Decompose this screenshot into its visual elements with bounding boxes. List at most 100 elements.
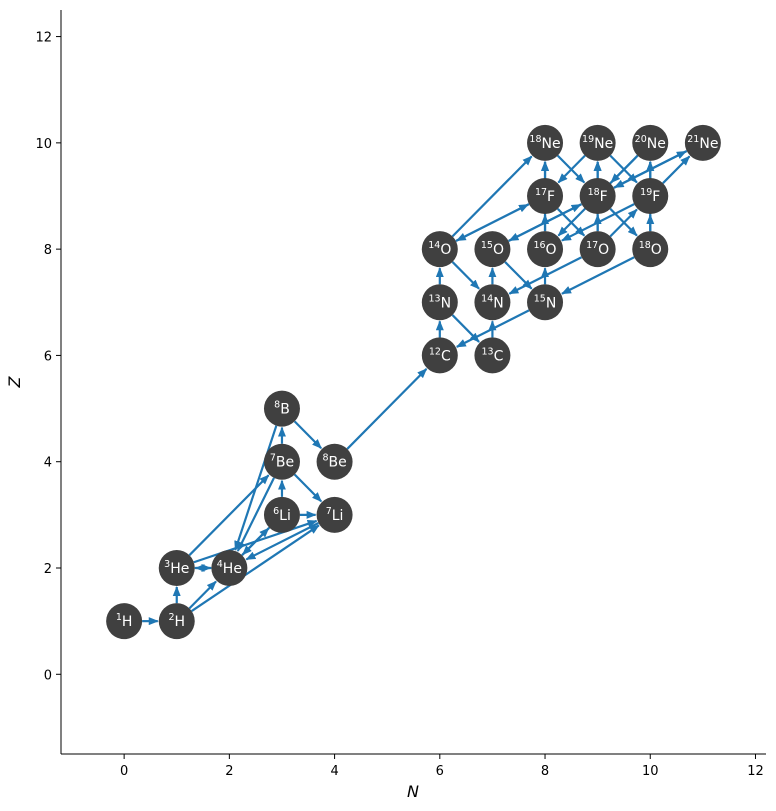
nuclide-node-o17: 17O bbox=[579, 231, 616, 268]
nuclide-element-symbol: Li bbox=[332, 508, 344, 524]
nuclide-circle bbox=[316, 496, 353, 533]
nuclide-node-be7: 7Be bbox=[263, 443, 300, 480]
nuclide-circle bbox=[106, 603, 143, 640]
nuclide-circle bbox=[421, 337, 458, 374]
nuclide-element-symbol: Ne bbox=[647, 136, 666, 152]
reaction-edge-li7-he4 bbox=[245, 521, 320, 561]
reaction-edge-be7-li7 bbox=[293, 473, 322, 503]
nuclide-element-symbol: N bbox=[493, 295, 503, 311]
nuclide-element-symbol: F bbox=[652, 189, 660, 205]
nuclide-mass-number: 16 bbox=[533, 240, 545, 251]
nuclide-mass-number: 1 bbox=[116, 612, 122, 623]
reaction-edge-o14-n14 bbox=[451, 261, 480, 290]
nuclide-label: 14O bbox=[428, 240, 451, 258]
x-tick-label: 0 bbox=[120, 764, 128, 779]
nuclide-mass-number: 13 bbox=[481, 346, 493, 357]
reaction-edge-d-he4 bbox=[188, 580, 217, 610]
nuclide-circle bbox=[632, 178, 669, 214]
nuclide-node-be8: 8Be bbox=[316, 443, 353, 480]
nuclide-label: 19F bbox=[640, 187, 660, 205]
nuclide-element-symbol: O bbox=[598, 242, 609, 258]
nuclide-mass-number: 15 bbox=[534, 293, 546, 304]
reaction-edge-f18-o15 bbox=[508, 203, 583, 242]
nuclide-circle bbox=[474, 284, 511, 321]
nuclide-node-c13: 13C bbox=[474, 337, 511, 374]
nuclide-node-o16: 16O bbox=[527, 231, 564, 268]
nuclide-element-symbol: Be bbox=[276, 455, 294, 471]
reaction-edge-b8-be8 bbox=[293, 420, 322, 449]
nuclide-mass-number: 20 bbox=[635, 134, 647, 145]
nuclide-node-li6: 6Li bbox=[263, 496, 300, 533]
nuclide-mass-number: 2 bbox=[168, 612, 174, 623]
nuclide-mass-number: 14 bbox=[428, 240, 440, 251]
x-axis-label: N bbox=[407, 782, 419, 801]
reaction-edge-ne19-f17 bbox=[557, 154, 586, 184]
axes bbox=[60, 10, 766, 755]
nuclide-label: 15O bbox=[481, 240, 504, 258]
nuclide-element-symbol: O bbox=[440, 242, 451, 258]
nuclide-circle bbox=[474, 231, 511, 268]
reaction-edge-f18-ne21 bbox=[613, 150, 687, 189]
y-tick-label: 12 bbox=[35, 31, 52, 46]
nuclide-circle bbox=[527, 284, 564, 321]
nuclide-label: 21Ne bbox=[687, 134, 718, 152]
nuclide-node-ne19: 19Ne bbox=[579, 124, 616, 161]
y-tick-label: 10 bbox=[35, 137, 52, 152]
nuclide-node-b8: 8B bbox=[263, 390, 300, 427]
nuclide-label: 13N bbox=[429, 293, 452, 311]
nuclide-circle bbox=[316, 443, 353, 480]
nuclide-element-symbol: C bbox=[441, 348, 451, 364]
y-tick-label: 0 bbox=[44, 668, 52, 683]
nuclide-element-symbol: N bbox=[546, 295, 556, 311]
nuclide-mass-number: 21 bbox=[687, 134, 699, 145]
nuclide-label: 8B bbox=[274, 400, 290, 418]
nuclide-circle bbox=[684, 124, 721, 161]
y-tick-label: 4 bbox=[44, 456, 52, 471]
nuclide-mass-number: 19 bbox=[582, 134, 594, 145]
nuclide-element-symbol: He bbox=[170, 561, 189, 577]
nuclide-circle bbox=[474, 337, 511, 374]
nuclide-node-o14: 14O bbox=[421, 231, 458, 268]
nuclide-element-symbol: N bbox=[441, 295, 451, 311]
nuclide-mass-number: 18 bbox=[588, 187, 600, 198]
nuclide-label: 18O bbox=[639, 240, 662, 258]
nuclide-circle bbox=[263, 496, 300, 533]
nuclide-label: 18Ne bbox=[529, 134, 560, 152]
nuclide-element-symbol: Ne bbox=[699, 136, 718, 152]
nuclide-mass-number: 19 bbox=[640, 187, 652, 198]
nuclide-label: 17O bbox=[586, 240, 609, 258]
reaction-edge-n15-c12 bbox=[455, 309, 530, 348]
nuclide-mass-number: 3 bbox=[164, 559, 170, 570]
reaction-edge-f19-ne21 bbox=[662, 155, 691, 184]
nuclide-element-symbol: Ne bbox=[594, 136, 613, 152]
nuclide-mass-number: 12 bbox=[429, 346, 441, 357]
nuclide-label: 2H bbox=[168, 612, 185, 630]
nuclide-element-symbol: Ne bbox=[542, 136, 561, 152]
nuclide-element-symbol: He bbox=[223, 561, 242, 577]
nuclide-label: 1H bbox=[116, 612, 133, 630]
nuclide-node-ne20: 20Ne bbox=[632, 124, 669, 161]
nuclide-node-p: 1H bbox=[106, 603, 143, 640]
nuclide-node-n15: 15N bbox=[527, 284, 564, 321]
nuclide-node-d: 2H bbox=[158, 603, 195, 640]
reaction-edge-o14-ne18 bbox=[451, 155, 533, 238]
reaction-edge-d-li7 bbox=[191, 524, 320, 613]
y-tick-label: 2 bbox=[44, 562, 52, 577]
nuclide-element-symbol: C bbox=[494, 348, 504, 364]
nuclide-circle bbox=[158, 550, 195, 586]
nuclide-node-ne18: 18Ne bbox=[527, 124, 564, 161]
nuclide-node-c12: 12C bbox=[421, 337, 458, 374]
nuclide-mass-number: 13 bbox=[429, 293, 441, 304]
nuclide-element-symbol: O bbox=[546, 242, 557, 258]
x-tick-label: 2 bbox=[225, 764, 233, 779]
y-tick-label: 8 bbox=[44, 243, 52, 258]
nuclide-label: 7Be bbox=[270, 453, 294, 471]
nuclide-label: 18F bbox=[588, 187, 608, 205]
nuclide-label: 7Li bbox=[326, 506, 344, 524]
nuclide-element-symbol: Be bbox=[328, 455, 346, 471]
nuclide-element-symbol: Li bbox=[279, 508, 291, 524]
nuclide-mass-number: 7 bbox=[326, 506, 332, 517]
nuclide-node-he4: 4He bbox=[211, 550, 248, 586]
nuclide-element-symbol: H bbox=[122, 614, 133, 630]
nuclide-element-symbol: F bbox=[600, 189, 608, 205]
